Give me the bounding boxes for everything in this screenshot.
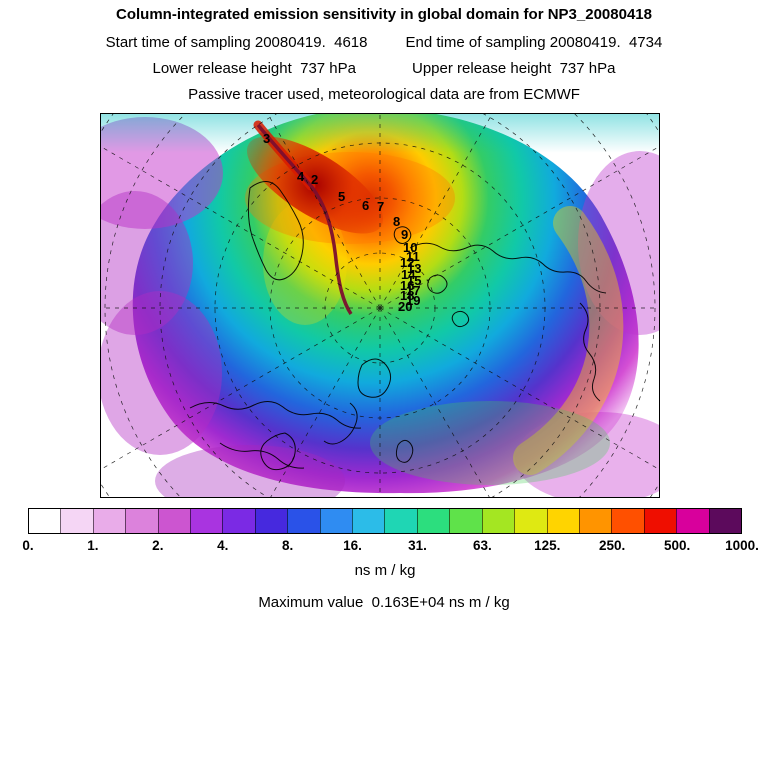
colorbar-segment: [222, 509, 255, 533]
colorbar-segment: [449, 509, 482, 533]
sensitivity-field-blob: [132, 113, 639, 494]
sampling-point-label: 18: [400, 288, 414, 303]
sampling-point-label: 5: [338, 189, 345, 204]
colorbar-segment: [190, 509, 223, 533]
sampling-point-label: 14: [401, 267, 416, 282]
colorbar-tick-label: 8.: [281, 538, 294, 553]
sampling-point-label: 9: [401, 227, 408, 242]
colorbar-tick-label: 0.: [22, 538, 34, 553]
coastlines: [189, 181, 607, 471]
colorbar-segment: [60, 509, 93, 533]
plot-title: Column-integrated emission sensitivity i…: [116, 6, 652, 23]
colorbar-ticks: 0. 1. 2. 4. 8. 16. 31. 63. 125. 250. 500. 1000.: [22, 538, 759, 556]
colorbar-segment: [287, 509, 320, 533]
colorbar-segment: [125, 509, 158, 533]
colorbar-segment: [352, 509, 385, 533]
sampling-point-label: 20: [398, 299, 412, 314]
sampling-point-label: 12: [400, 255, 414, 270]
colorbar-segment: [254, 509, 288, 533]
sampling-point-label: 8: [393, 214, 400, 229]
sampling-point-label: 11: [406, 249, 420, 264]
sampling-point-label: 15: [407, 273, 421, 288]
sampling-point-label: 3: [263, 131, 270, 146]
colorbar-segment: [92, 509, 126, 533]
edge-magenta-patch: [515, 412, 660, 498]
sampling-point-label: 13: [407, 261, 421, 276]
max-value-label: Maximum value 0.163E+04 ns m / kg: [258, 594, 510, 611]
sampling-point-label: 16: [400, 278, 414, 293]
colorbar-tick-label: 31.: [408, 538, 427, 553]
sampling-point-label: 17: [406, 283, 420, 298]
edge-magenta-patch: [100, 191, 193, 335]
colorbar-tick-label: 2.: [152, 538, 164, 553]
map-panel: 3 4 2 5 6 7 8 9 10 11 12 13 14 15 16 17 18 19 20: [100, 113, 660, 498]
graticule: [100, 113, 660, 498]
colorbar-tick-label: 500.: [663, 538, 691, 553]
colorbar-tick-label: 63.: [472, 538, 492, 553]
tracer-text: Passive tracer used, meteorological data…: [188, 86, 580, 103]
colorbar-tick-label: 4.: [217, 538, 229, 553]
sampling-point-label: 6: [362, 198, 369, 213]
sampling-point-label: 2: [311, 172, 318, 187]
sampling-point-label: 10: [403, 240, 417, 255]
sampling-point-label: 4: [297, 169, 305, 184]
green-band: [370, 401, 610, 485]
colorbar-segment: [546, 509, 579, 533]
colorbar-segment: [611, 509, 644, 533]
edge-magenta-patch: [100, 291, 222, 455]
colorbar-units-label: ns m / kg: [354, 562, 416, 579]
colorbar-segment: [481, 509, 515, 533]
yellow-spiral-arm: [513, 206, 624, 475]
colorbar-segment: [319, 509, 353, 533]
colorbar-tick-label: 16.: [343, 538, 362, 553]
edge-magenta-patch: [155, 445, 345, 498]
sampling-point-label: 19: [406, 293, 420, 308]
colorbar: [28, 508, 742, 534]
lower-release-text: Lower release height 737 hPa: [152, 60, 356, 77]
colorbar-segment: [29, 509, 61, 533]
colorbar-tick-label: 250.: [599, 538, 626, 553]
colorbar-segment: [578, 509, 612, 533]
sampling-time-row: Start time of sampling 20080419. 4618 En…: [0, 34, 768, 51]
colorbar-segment: [676, 509, 709, 533]
map-border: [100, 113, 660, 498]
colorbar-segment: [416, 509, 450, 533]
colorbar-segment: [514, 509, 547, 533]
colorbar-segment: [157, 509, 191, 533]
release-height-row: Lower release height 737 hPa Upper relea…: [0, 60, 768, 77]
colorbar-tick-label: 125.: [534, 538, 561, 553]
colorbar-segment: [708, 509, 741, 533]
trajectory-line: [256, 123, 353, 315]
sampling-point-label: 7: [377, 199, 384, 214]
yellow-patch: [263, 201, 347, 325]
colorbar-tick-label: 1000.: [725, 538, 759, 553]
colorbar-tick-label: 1.: [87, 538, 99, 553]
end-time-text: End time of sampling 20080419. 4734: [405, 34, 663, 51]
upper-release-text: Upper release height 737 hPa: [412, 60, 616, 77]
colorbar-segment: [643, 509, 677, 533]
start-time-text: Start time of sampling 20080419. 4618: [105, 34, 368, 51]
colorbar-segment: [384, 509, 417, 533]
edge-magenta-patch: [578, 151, 660, 335]
